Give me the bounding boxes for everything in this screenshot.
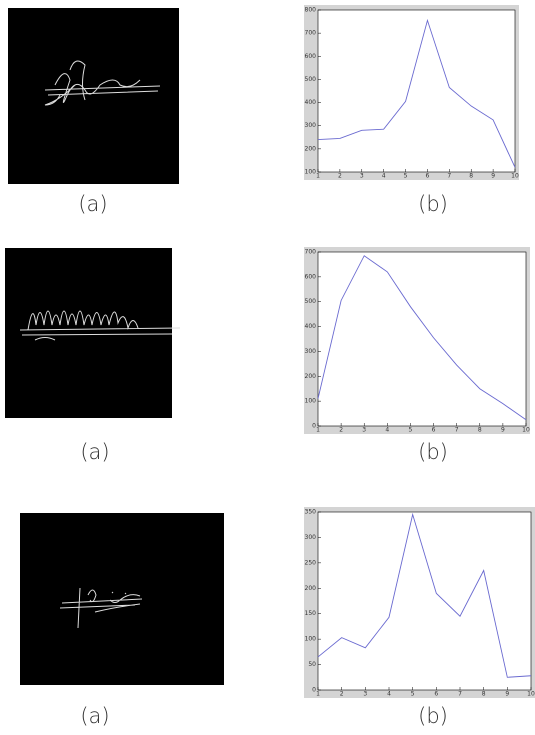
x-tick-label: 6: [434, 691, 438, 698]
x-tick-label: 2: [339, 427, 343, 434]
x-tick-label: 2: [340, 691, 344, 698]
x-tick-label: 8: [469, 173, 473, 180]
caption: (b): [418, 192, 448, 216]
x-tick-label: 10: [527, 691, 535, 698]
x-tick-label: 10: [522, 427, 530, 434]
x-tick-label: 7: [455, 427, 459, 434]
y-tick-label: 400: [305, 323, 317, 330]
x-tick-label: 10: [511, 173, 519, 180]
x-tick-label: 5: [411, 691, 415, 698]
signature-image: [5, 248, 172, 418]
y-tick-label: 350: [305, 509, 317, 516]
caption: (b): [418, 704, 448, 728]
caption: (a): [80, 440, 109, 464]
y-tick-label: 500: [305, 76, 317, 83]
y-tick-label: 100: [305, 398, 317, 405]
caption: (a): [78, 192, 107, 216]
y-tick-label: 400: [305, 99, 317, 106]
x-tick-label: 5: [409, 427, 413, 434]
y-tick-label: 600: [305, 273, 317, 280]
x-tick-label: 6: [432, 427, 436, 434]
x-tick-label: 8: [482, 691, 486, 698]
x-tick-label: 9: [491, 173, 495, 180]
plot-area: [318, 512, 531, 690]
caption: (a): [80, 704, 109, 728]
plot-area: [318, 252, 526, 426]
x-tick-label: 1: [316, 427, 320, 434]
y-tick-label: 700: [305, 30, 317, 37]
y-tick-label: 200: [305, 373, 317, 380]
y-tick-label: 200: [305, 585, 317, 592]
y-tick-label: 800: [305, 7, 317, 14]
x-tick-label: 2: [338, 173, 342, 180]
x-tick-label: 1: [316, 691, 320, 698]
caption: (b): [418, 440, 448, 464]
x-tick-label: 3: [363, 691, 367, 698]
x-tick-label: 3: [362, 427, 366, 434]
x-tick-label: 4: [385, 427, 389, 434]
y-tick-label: 200: [305, 145, 317, 152]
x-tick-label: 4: [382, 173, 386, 180]
y-tick-label: 150: [305, 610, 317, 617]
x-tick-label: 4: [387, 691, 391, 698]
x-tick-label: 5: [404, 173, 408, 180]
y-tick-label: 250: [305, 559, 317, 566]
x-tick-label: 3: [360, 173, 364, 180]
x-tick-label: 7: [447, 173, 451, 180]
x-tick-label: 7: [458, 691, 462, 698]
plot-area: [318, 10, 515, 172]
figure: 100 200 300 400 500 600 700 800 1 2 3 4 5 6 7 8 9 10 (a) (b…: [0, 0, 535, 735]
x-tick-label: 6: [426, 173, 430, 180]
x-tick-label: 1: [316, 173, 320, 180]
y-tick-label: 100: [305, 169, 317, 176]
y-tick-label: 300: [305, 534, 317, 541]
x-tick-label: 9: [505, 691, 509, 698]
y-tick-label: 50: [308, 661, 316, 668]
x-tick-label: 8: [478, 427, 482, 434]
signature-image: [8, 8, 179, 184]
y-tick-label: 500: [305, 298, 317, 305]
x-tick-label: 9: [501, 427, 505, 434]
y-tick-label: 100: [305, 636, 317, 643]
y-tick-label: 300: [305, 122, 317, 129]
y-tick-label: 300: [305, 348, 317, 355]
y-tick-label: 600: [305, 53, 317, 60]
y-tick-label: 700: [305, 249, 317, 256]
